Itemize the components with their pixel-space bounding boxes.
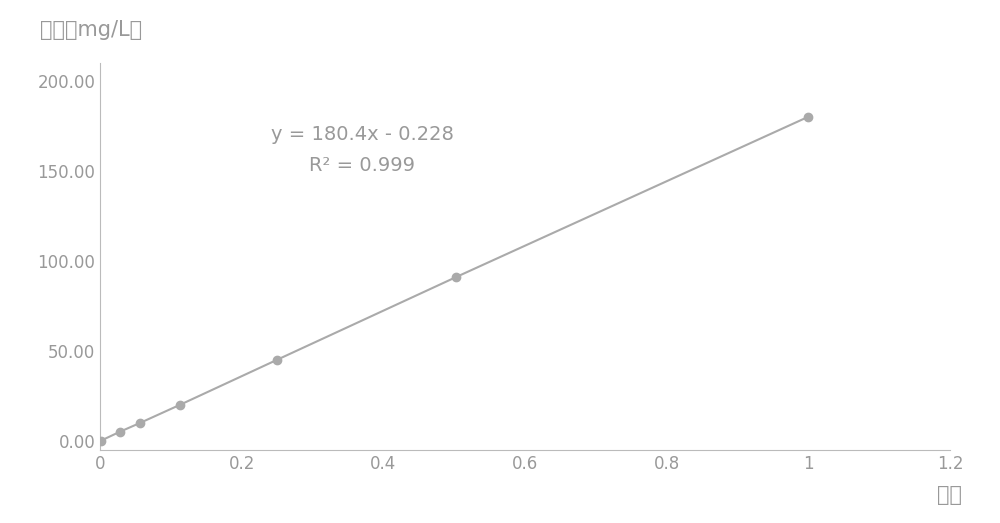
Text: R² = 0.999: R² = 0.999 (309, 156, 415, 175)
Text: 梯度: 梯度 (938, 485, 962, 505)
Text: y = 180.4x - 0.228: y = 180.4x - 0.228 (271, 126, 454, 144)
Text: 浓度（mg/L）: 浓度（mg/L） (40, 19, 143, 40)
